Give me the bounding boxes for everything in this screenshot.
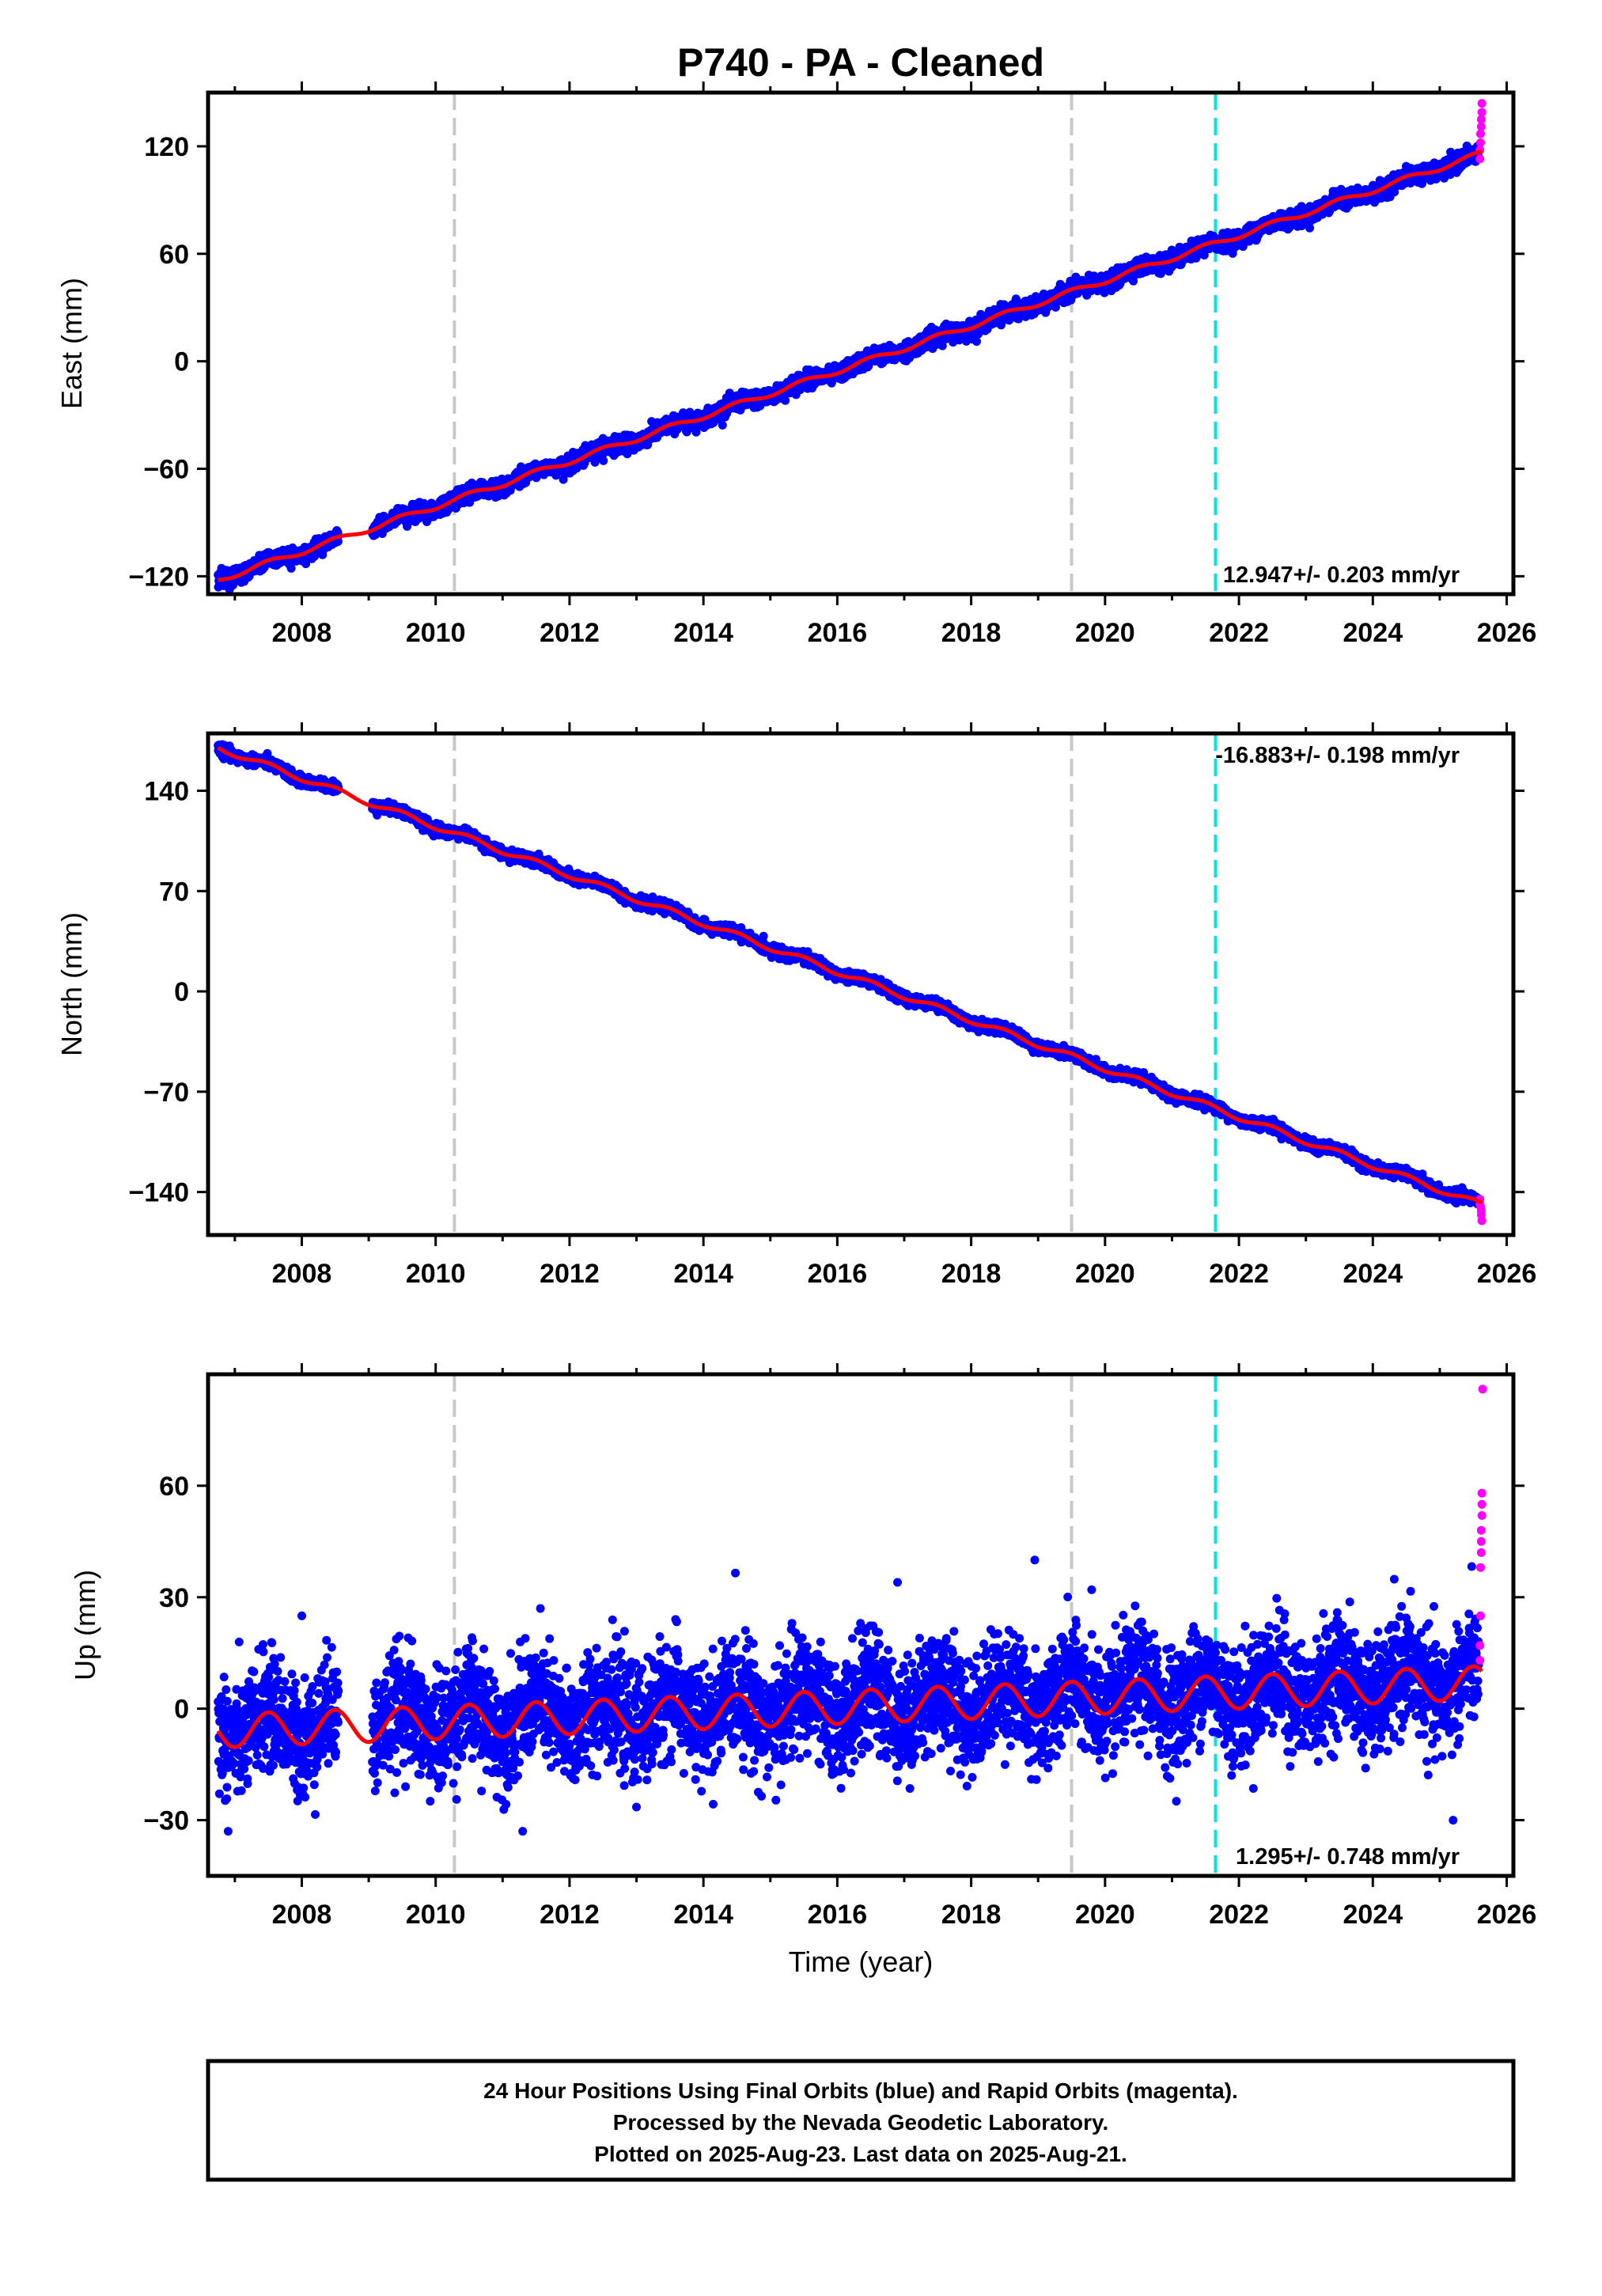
- east-final-point: [599, 456, 608, 465]
- east-final-point: [781, 396, 790, 405]
- east-final-point: [1129, 276, 1138, 286]
- east-final-point: [997, 320, 1006, 330]
- east-final-point: [1305, 223, 1314, 233]
- east-final-point: [590, 457, 600, 467]
- figure-title: P740 - PA - Cleaned: [677, 40, 1044, 85]
- east-final-point: [718, 420, 727, 430]
- east-final-point: [972, 337, 981, 347]
- east-vlines: [453, 93, 1218, 594]
